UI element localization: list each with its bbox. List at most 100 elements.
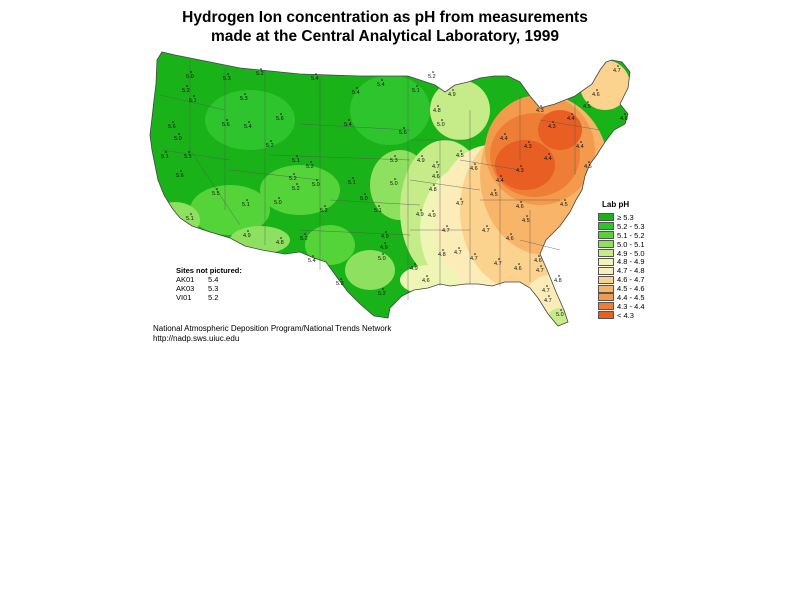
site-marker [540, 265, 542, 267]
site-marker [546, 285, 548, 287]
site-marker [304, 233, 306, 235]
site-value-label: 5.2 [378, 291, 386, 297]
site-value-label: 4.8 [276, 240, 284, 246]
site-marker [436, 161, 438, 163]
site-value-label: 5.6 [222, 122, 230, 128]
site-marker [432, 71, 434, 73]
site-value-label: 4.3 [524, 144, 532, 150]
legend-label: 4.5 - 4.6 [617, 284, 645, 294]
legend-title: Lab pH [602, 200, 630, 209]
site-marker [312, 255, 314, 257]
site-marker [280, 237, 282, 239]
site-marker [474, 163, 476, 165]
map-title: Hydrogen Ion concentration as pH from me… [150, 8, 620, 46]
site-value-label: 5.6 [176, 173, 184, 179]
site-marker [526, 215, 528, 217]
state-boundaries [159, 60, 601, 300]
site-marker [310, 161, 312, 163]
site-value-label: 5.3 [390, 158, 398, 164]
site-code: VI01 [176, 293, 192, 302]
legend-swatch [598, 284, 614, 293]
site-marker [426, 275, 428, 277]
site-value-label: 5.2 [266, 143, 274, 149]
site-marker [384, 242, 386, 244]
legend-item: 4.9 - 5.0 [598, 249, 658, 258]
site-value-label: 4.4 [500, 136, 508, 142]
site-marker [420, 209, 422, 211]
legend-label: ≥ 5.3 [617, 212, 634, 222]
site-marker [165, 151, 167, 153]
site-value-label: 5.4 [377, 82, 385, 88]
site-value-label: 4.7 [432, 164, 440, 170]
site-value-label: 4.6 [422, 278, 430, 284]
site-marker [270, 140, 272, 142]
site-value-label: 5.1 [374, 208, 382, 214]
site-value-label: 4.4 [576, 144, 584, 150]
site-marker [552, 121, 554, 123]
sites-not-pictured-title: Sites not pictured: [176, 266, 242, 275]
site-code: AK01 [176, 275, 195, 284]
site-value-label: 5.6 [276, 116, 284, 122]
site-marker [378, 205, 380, 207]
site-marker [580, 141, 582, 143]
site-marker [190, 71, 192, 73]
footer-url: http://nadp.sws.uiuc.edu [153, 334, 240, 343]
site-marker [324, 205, 326, 207]
site-marker [227, 73, 229, 75]
legend: Lab pH ≥ 5.3 5.2 - 5.3 5.1 - 5.2 5.0 - 5.1 4… [598, 200, 658, 320]
site-marker [617, 65, 619, 67]
site-value-label: 5.0 [556, 312, 564, 318]
site-value-label: 5.3 [240, 96, 248, 102]
site-marker [385, 231, 387, 233]
legend-swatch [598, 257, 614, 266]
legend-swatch [598, 311, 614, 320]
site-value-label: 4.8 [433, 108, 441, 114]
site-value-label: 5.2 [182, 88, 190, 94]
site-marker [528, 141, 530, 143]
site-marker [436, 171, 438, 173]
site-value-label: 4.3 [548, 124, 556, 130]
site-marker [296, 183, 298, 185]
site-value-label: 5.1 [242, 202, 250, 208]
legend-swatch [598, 222, 614, 231]
site-marker [458, 247, 460, 249]
site-marker [558, 275, 560, 277]
site-value-label: 5.0 [360, 196, 368, 202]
site-value-label: 5.2 [292, 186, 300, 192]
site-value-label: 5.6 [399, 130, 407, 136]
site-value-label: 5.6 [168, 124, 176, 130]
site-marker [538, 255, 540, 257]
legend-swatch [598, 275, 614, 284]
site-row: AK03 5.3 [176, 284, 242, 293]
site-marker [433, 184, 435, 186]
legend-label: 4.8 - 4.9 [617, 257, 645, 267]
site-value-label: 5.0 [174, 136, 182, 142]
site-marker [498, 258, 500, 260]
legend-item: 4.6 - 4.7 [598, 275, 658, 284]
legend-swatch [598, 213, 614, 222]
site-value-label: 5.3 [223, 76, 231, 82]
site-marker [382, 288, 384, 290]
legend-swatch [598, 266, 614, 275]
site-value-label: 4.7 [482, 228, 490, 234]
legend-item: 4.7 - 4.8 [598, 266, 658, 275]
site-marker [280, 113, 282, 115]
site-marker [340, 278, 342, 280]
site-value-label: 4.9 [416, 212, 424, 218]
legend-item: 4.8 - 4.9 [598, 257, 658, 266]
site-marker [178, 133, 180, 135]
footer: National Atmospheric Deposition Program/… [153, 324, 391, 344]
legend-swatch [598, 302, 614, 311]
site-marker [520, 165, 522, 167]
site-value-label: 5.4 [352, 90, 360, 96]
site-marker [446, 225, 448, 227]
legend-label: 5.1 - 5.2 [617, 230, 645, 240]
site-value-label: 4.6 [432, 174, 440, 180]
site-value-label: 5.0 [390, 181, 398, 187]
site-marker [352, 177, 354, 179]
site-value: 5.4 [208, 275, 219, 284]
sites-not-pictured-rows: AK01 5.4 AK03 5.3 VI01 5.2 [176, 275, 242, 302]
site-value-label: 5.1 [412, 88, 420, 94]
legend-rows: ≥ 5.3 5.2 - 5.3 5.1 - 5.2 5.0 - 5.1 4.9 - 5.… [598, 213, 658, 320]
site-marker [356, 87, 358, 89]
